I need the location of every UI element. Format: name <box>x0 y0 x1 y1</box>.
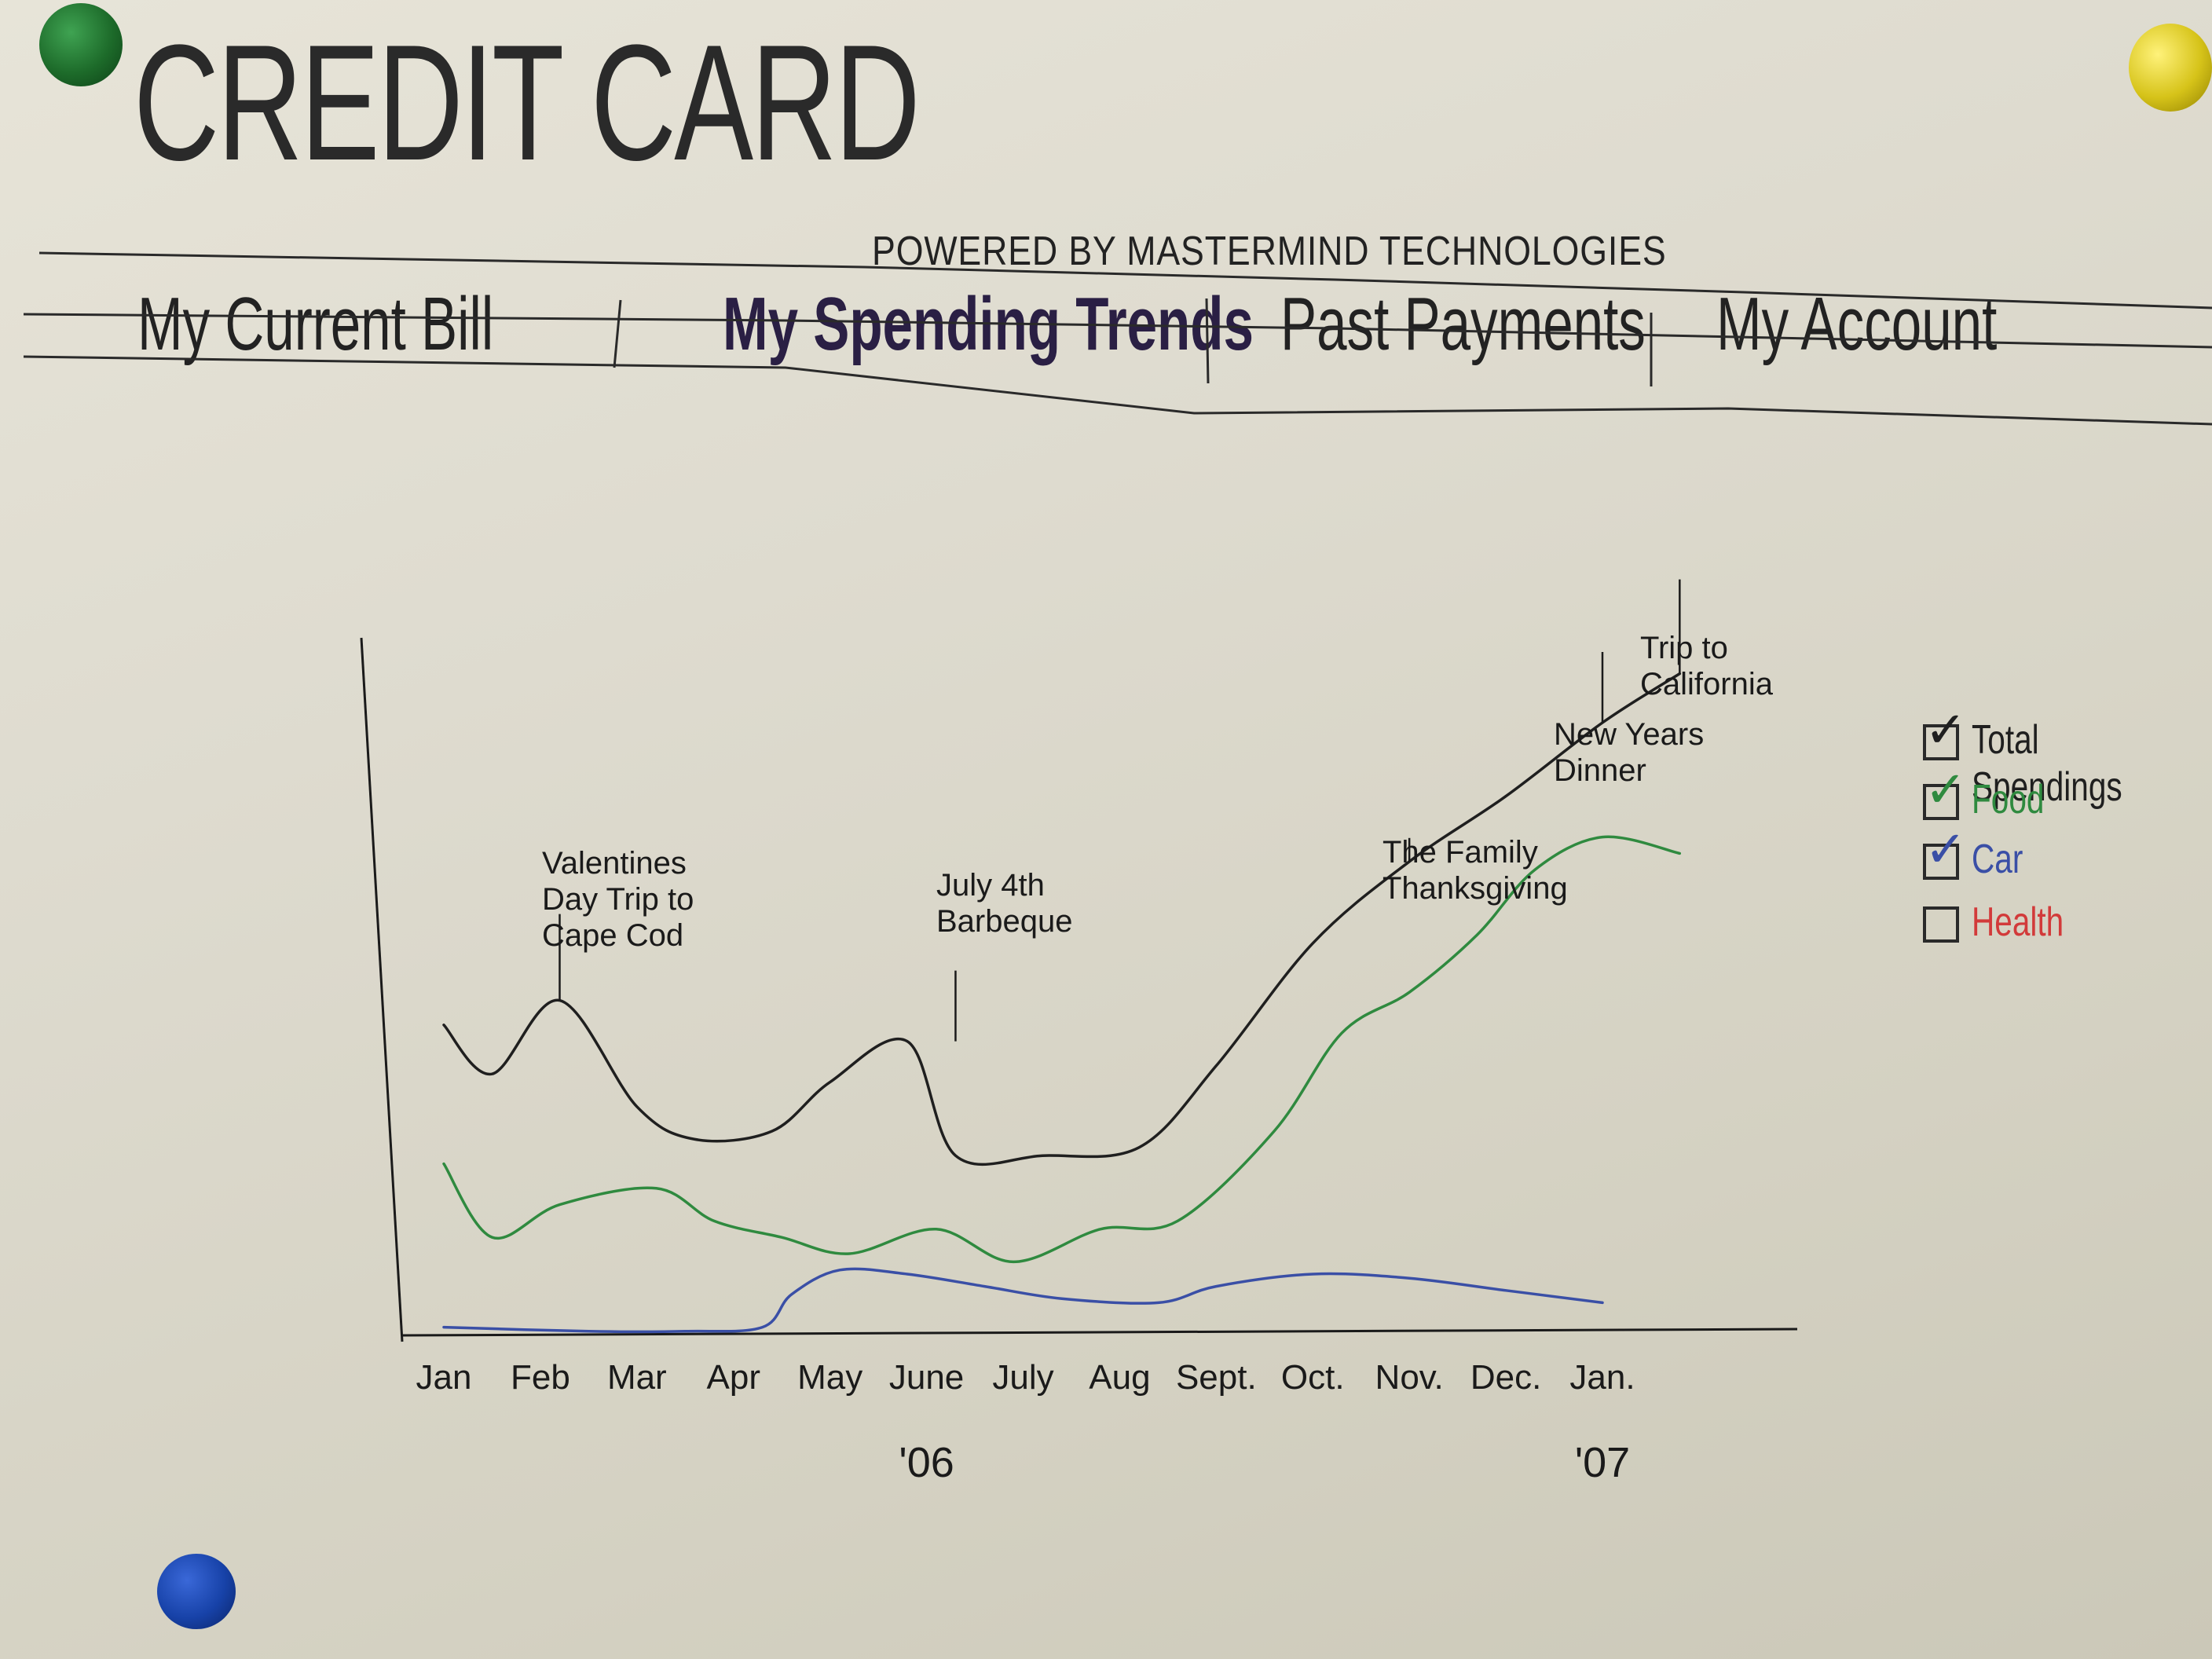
legend-checkbox-car[interactable] <box>1923 844 1959 880</box>
header-rules <box>23 251 2212 426</box>
annotation-label: New Years Dinner <box>1554 717 1704 788</box>
year-labels: '06 '07 <box>899 1439 1630 1486</box>
x-tick-label: Nov. <box>1375 1358 1444 1397</box>
annotation-label: Valentines Day Trip to Cape Cod <box>542 846 694 953</box>
checkmark-icon: ✓ <box>1925 701 1967 760</box>
green-pushpin-icon <box>39 3 123 86</box>
year-label: '07 <box>1575 1439 1630 1486</box>
app-title: CREDIT CARD <box>134 10 921 195</box>
x-tick-label: Oct. <box>1281 1358 1345 1397</box>
y-axis <box>360 637 404 1342</box>
nav-rule-top <box>23 313 2212 349</box>
annotation-label: The Family Thanksgiving <box>1382 835 1568 906</box>
legend-label: Food <box>1972 777 2045 822</box>
x-tick-label: Jan <box>416 1358 472 1397</box>
x-tick-label: Sept. <box>1176 1358 1257 1397</box>
legend-checkbox-food[interactable] <box>1923 784 1959 820</box>
x-tick-label: Mar <box>607 1358 667 1397</box>
blue-pushpin-icon <box>157 1554 236 1629</box>
year-label: '06 <box>899 1439 954 1486</box>
checkmark-icon: ✓ <box>1925 821 1967 879</box>
nav-past-payments[interactable]: Past Payments <box>1280 282 1646 366</box>
x-tick-label: July <box>992 1358 1053 1397</box>
x-tick-label: Aug <box>1089 1358 1150 1397</box>
x-tick-label: June <box>889 1358 964 1397</box>
legend-label: Car <box>1972 837 2023 882</box>
nav-my-current-bill[interactable]: My Current Bill <box>137 282 494 366</box>
legend-label: Total Spendings <box>1972 717 2122 810</box>
series-line-total-spendings <box>442 672 1682 1166</box>
legend-checkbox-health[interactable] <box>1923 906 1959 943</box>
nav-separator-2 <box>1205 298 1210 384</box>
series-line-car <box>442 1267 1604 1334</box>
x-tick-label: Feb <box>511 1358 570 1397</box>
legend-label: Health <box>1972 899 2064 945</box>
x-tick-labels: Jan Feb Mar Apr May June July Aug Sept. Oct. Nov. D… <box>416 1358 1635 1397</box>
annotation-label: Trip to California <box>1640 631 1774 701</box>
legend-checkbox-total-spendings[interactable] <box>1923 724 1959 760</box>
series-lines <box>442 672 1682 1334</box>
annotations: Valentines Day Trip to Cape Cod July 4th Bar… <box>542 579 1774 1042</box>
chart-axes <box>360 637 1798 1342</box>
series-line-food <box>442 835 1682 1264</box>
x-tick-label: Jan. <box>1569 1358 1635 1397</box>
x-axis <box>401 1328 1798 1337</box>
annotation-label: July 4th Barbeque <box>936 868 1072 939</box>
checkmark-icon: ✓ <box>1925 761 1967 819</box>
yellow-pushpin-icon <box>2129 24 2212 112</box>
powered-by-text: POWERED BY MASTERMIND TECHNOLOGIES <box>872 229 1667 274</box>
x-tick-label: May <box>797 1358 862 1397</box>
header-rule-top <box>38 251 2212 309</box>
nav-separator-1 <box>613 299 622 368</box>
nav-rule-bottom <box>23 355 2212 426</box>
x-tick-label: Dec. <box>1470 1358 1541 1397</box>
x-tick-label: Apr <box>707 1358 760 1397</box>
